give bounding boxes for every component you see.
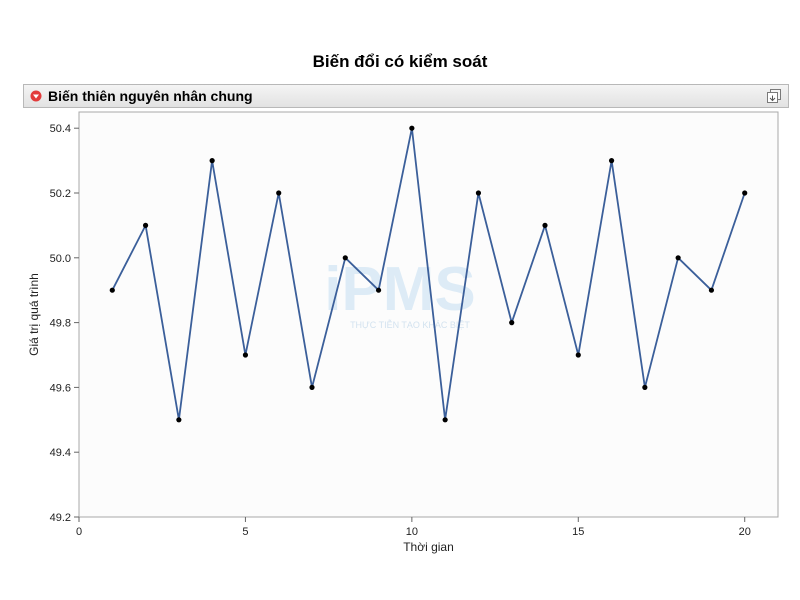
data-point[interactable] xyxy=(742,190,748,196)
x-tick-label: 0 xyxy=(76,526,82,538)
data-point[interactable] xyxy=(475,190,482,196)
series-line xyxy=(111,127,746,421)
data-point[interactable] xyxy=(542,222,548,228)
y-tick-label: 50.0 xyxy=(50,253,71,265)
data-point[interactable] xyxy=(142,222,149,228)
data-point[interactable] xyxy=(342,255,348,261)
watermark-text: iPMS xyxy=(324,255,476,324)
watermark-tagline: THỰC TIỄN TẠO KHÁC BIỆT xyxy=(350,319,470,330)
y-tick-label: 50.2 xyxy=(50,188,71,200)
y-tick-label: 49.8 xyxy=(50,318,71,330)
chart-title: Biến đổi có kiểm soát xyxy=(312,52,488,71)
data-point[interactable] xyxy=(109,287,115,293)
x-tick-label: 5 xyxy=(242,526,248,538)
series-layer xyxy=(109,125,748,423)
y-tick-label: 49.4 xyxy=(50,447,71,459)
ipms-watermark-logo: iPMS THỰC TIỄN TẠO KHÁC BIỆT xyxy=(324,255,476,330)
red-disclosure-triangle-icon[interactable] xyxy=(30,90,42,102)
data-point[interactable] xyxy=(575,352,581,358)
x-tick-label: 20 xyxy=(739,526,751,538)
data-point[interactable] xyxy=(176,417,182,423)
data-point[interactable] xyxy=(209,158,215,164)
data-point[interactable] xyxy=(375,287,382,293)
data-point[interactable] xyxy=(276,190,282,196)
panel-title: Biến thiên nguyên nhân chung xyxy=(48,88,253,104)
y-tick-label: 49.6 xyxy=(50,382,71,394)
axes: 0 5 10 15 20 49.2 49.4 49.6 49.8 50.0 50.2 50.4 xyxy=(50,123,751,538)
data-point[interactable] xyxy=(608,158,615,164)
copy-export-icon[interactable] xyxy=(766,88,782,104)
data-point[interactable] xyxy=(442,417,448,423)
data-point[interactable] xyxy=(409,125,415,131)
y-tick-label: 49.2 xyxy=(50,512,71,524)
data-point[interactable] xyxy=(642,384,648,390)
data-point[interactable] xyxy=(509,320,515,326)
x-axis-label: Thời gian xyxy=(403,540,454,554)
plot-frame xyxy=(78,111,779,518)
y-axis-label: Giá trị quá trình xyxy=(27,273,41,356)
data-point[interactable] xyxy=(708,287,715,293)
report-panel-header[interactable]: Biến thiên nguyên nhân chung xyxy=(23,84,789,108)
data-point[interactable] xyxy=(242,352,249,358)
data-point[interactable] xyxy=(675,255,681,261)
data-point[interactable] xyxy=(309,384,315,390)
x-tick-label: 10 xyxy=(406,526,418,538)
x-tick-label: 15 xyxy=(572,526,584,538)
y-tick-label: 50.4 xyxy=(50,123,71,135)
